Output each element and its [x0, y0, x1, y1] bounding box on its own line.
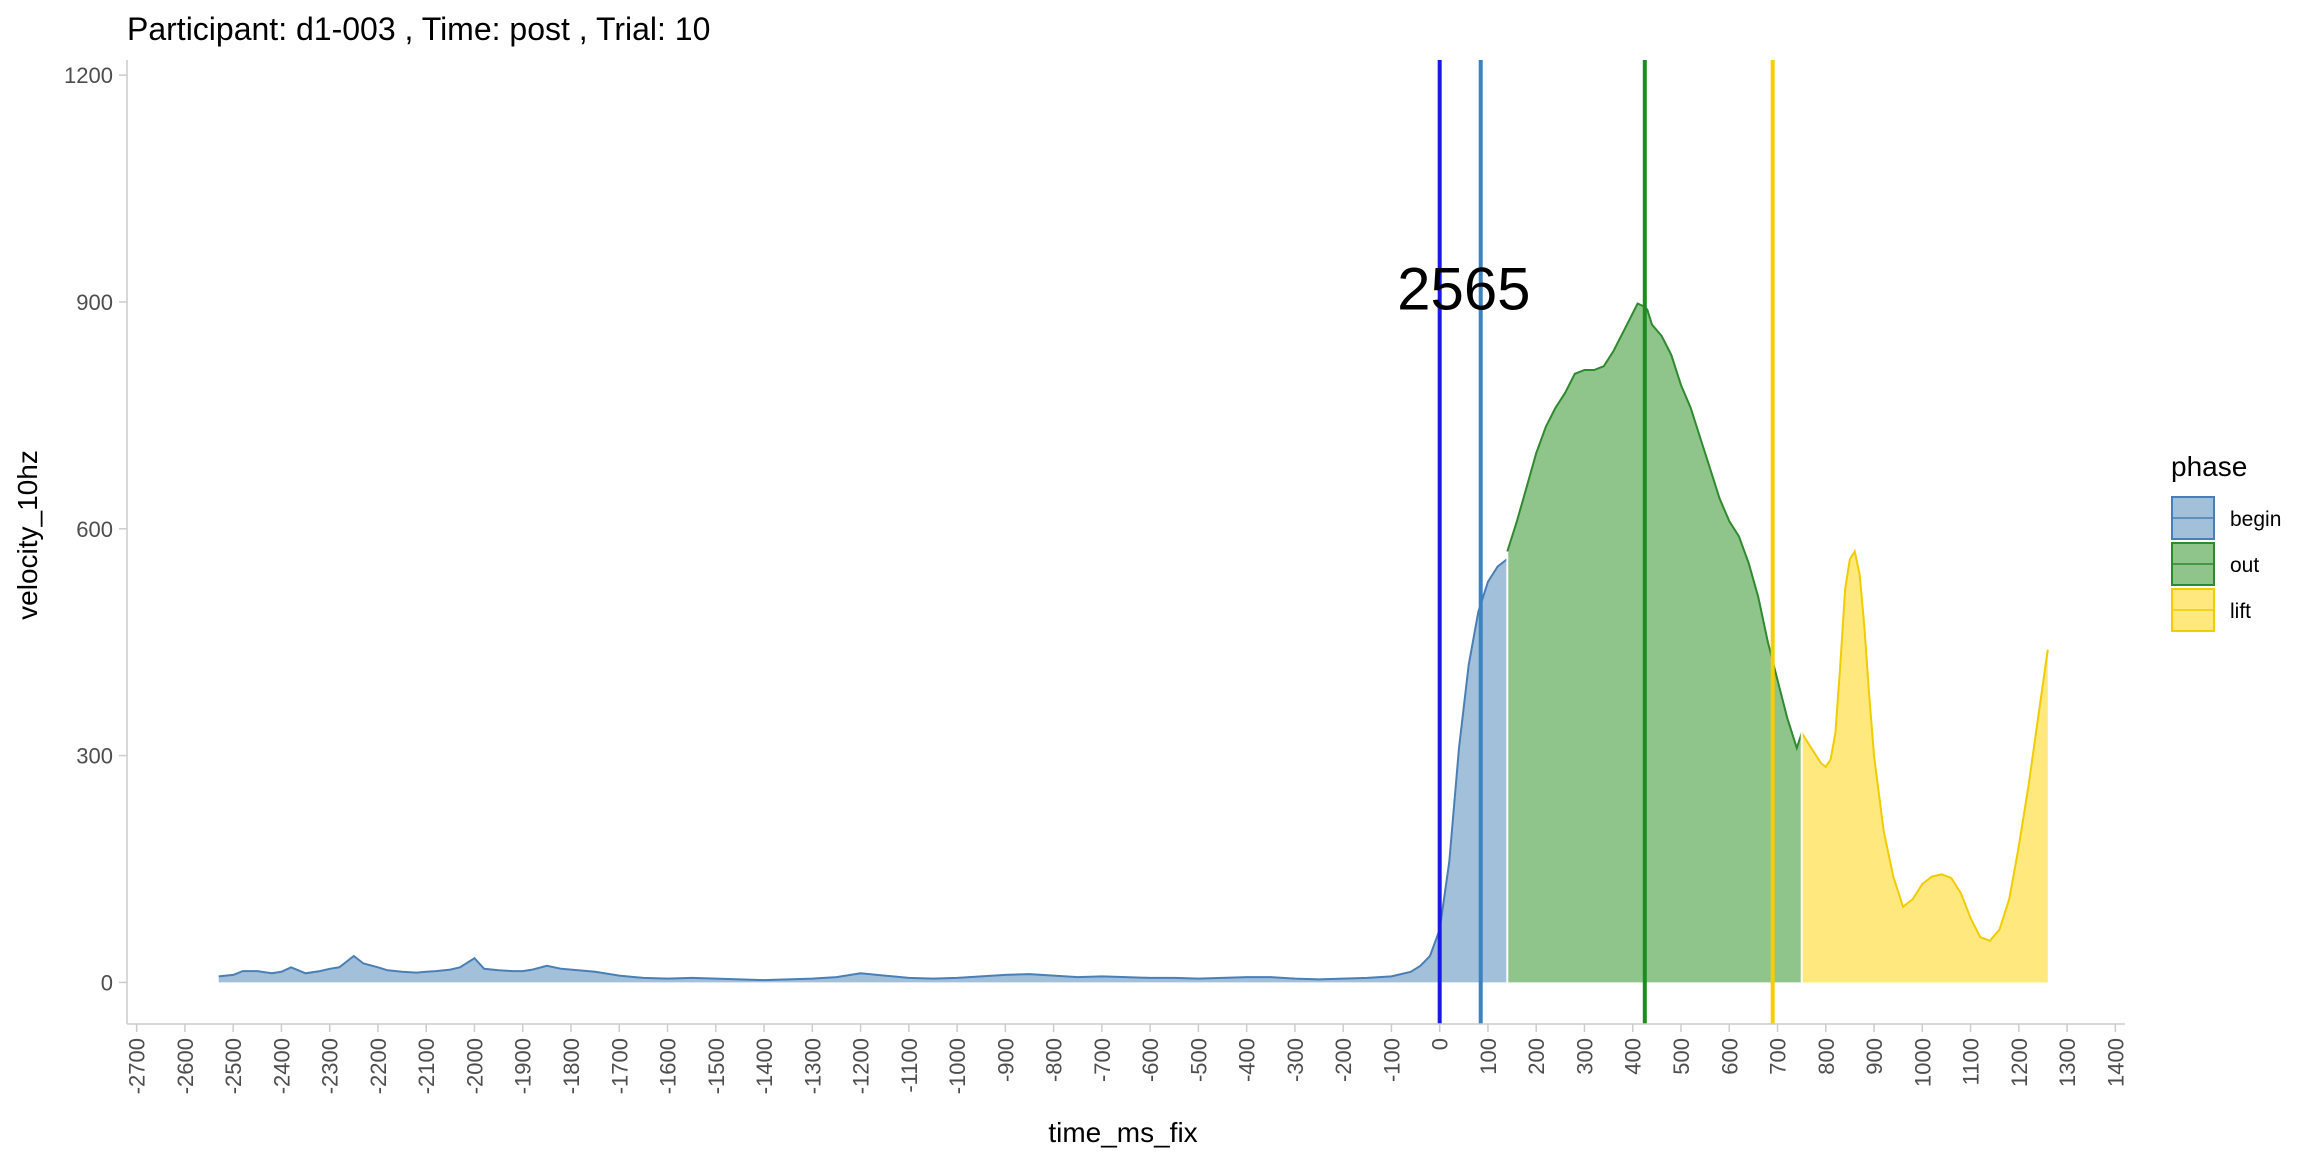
- x-tick-label: -1800: [559, 1038, 584, 1094]
- annotation-label: 2565: [1397, 256, 1530, 323]
- y-axis: 0 300 600 900 1200: [64, 63, 127, 995]
- x-tick-label: 800: [1814, 1038, 1839, 1075]
- legend-label-lift: lift: [2230, 600, 2251, 623]
- x-tick-label: -2600: [173, 1038, 198, 1094]
- line-lift: [1800, 548, 2049, 942]
- legend: phase begin out lift: [2171, 451, 2281, 632]
- x-tick-label: 1300: [2055, 1038, 2080, 1087]
- x-tick-label: -700: [1090, 1038, 1115, 1082]
- x-tick-label: -1200: [849, 1038, 874, 1094]
- x-tick-label: -400: [1235, 1038, 1260, 1082]
- x-tick-label: -2000: [463, 1038, 488, 1094]
- area-out: [1507, 303, 1802, 983]
- x-tick-label: 1200: [2007, 1038, 2032, 1087]
- x-tick-label: -1500: [704, 1038, 729, 1094]
- x-tick-label: 100: [1476, 1038, 1501, 1075]
- x-tick-label: -100: [1379, 1038, 1404, 1082]
- legend-title: phase: [2171, 451, 2247, 482]
- x-axis: -2700 -2600 -2500 -2400 -2300 -2200 -2100 -2000…: [125, 1024, 2128, 1094]
- x-tick-label: 1000: [1910, 1038, 1935, 1087]
- x-tick-label: -2700: [125, 1038, 150, 1094]
- x-tick-label: -1600: [656, 1038, 681, 1094]
- x-axis-title: time_ms_fix: [1048, 1117, 1197, 1148]
- y-tick-label: 1200: [64, 63, 113, 88]
- x-tick-label: -2200: [366, 1038, 391, 1094]
- x-tick-label: -1000: [945, 1038, 970, 1094]
- x-tick-label: -200: [1331, 1038, 1356, 1082]
- x-tick-label: 400: [1621, 1038, 1646, 1075]
- legend-label-out: out: [2230, 554, 2259, 577]
- x-tick-label: 900: [1862, 1038, 1887, 1075]
- y-tick-label: 900: [76, 290, 113, 315]
- line-out: [1506, 302, 1803, 752]
- plot-area: 2565: [218, 60, 2049, 1024]
- x-tick-label: -1700: [607, 1038, 632, 1094]
- area-lift: [1801, 551, 2048, 983]
- line-begin: [218, 558, 1508, 982]
- x-tick-label: -900: [993, 1038, 1018, 1082]
- chart-title: Participant: d1-003 , Time: post , Trial…: [127, 11, 710, 47]
- y-tick-label: 0: [101, 970, 113, 995]
- x-tick-label: 700: [1766, 1038, 1791, 1075]
- x-tick-label: -500: [1186, 1038, 1211, 1082]
- y-tick-label: 300: [76, 744, 113, 769]
- x-tick-label: -1300: [800, 1038, 825, 1094]
- x-tick-label: 500: [1669, 1038, 1694, 1075]
- y-tick-label: 600: [76, 517, 113, 542]
- x-tick-label: 300: [1573, 1038, 1598, 1075]
- x-tick-label: 600: [1717, 1038, 1742, 1075]
- x-tick-label: -2300: [318, 1038, 343, 1094]
- x-tick-label: -1900: [511, 1038, 536, 1094]
- x-tick-label: -1400: [752, 1038, 777, 1094]
- x-tick-label: 200: [1524, 1038, 1549, 1075]
- x-tick-label: -2400: [269, 1038, 294, 1094]
- y-axis-title: velocity_10hz: [12, 450, 43, 620]
- x-tick-label: -2100: [414, 1038, 439, 1094]
- x-tick-label: -600: [1138, 1038, 1163, 1082]
- x-tick-label: -2500: [221, 1038, 246, 1094]
- legend-label-begin: begin: [2230, 508, 2281, 531]
- x-tick-label: 0: [1428, 1038, 1453, 1050]
- x-tick-label: -300: [1283, 1038, 1308, 1082]
- x-tick-label: 1400: [2103, 1038, 2128, 1087]
- area-begin: [218, 559, 1508, 983]
- x-tick-label: -1100: [897, 1038, 922, 1093]
- x-tick-label: 1100: [1959, 1038, 1984, 1085]
- x-tick-label: -800: [1042, 1038, 1067, 1082]
